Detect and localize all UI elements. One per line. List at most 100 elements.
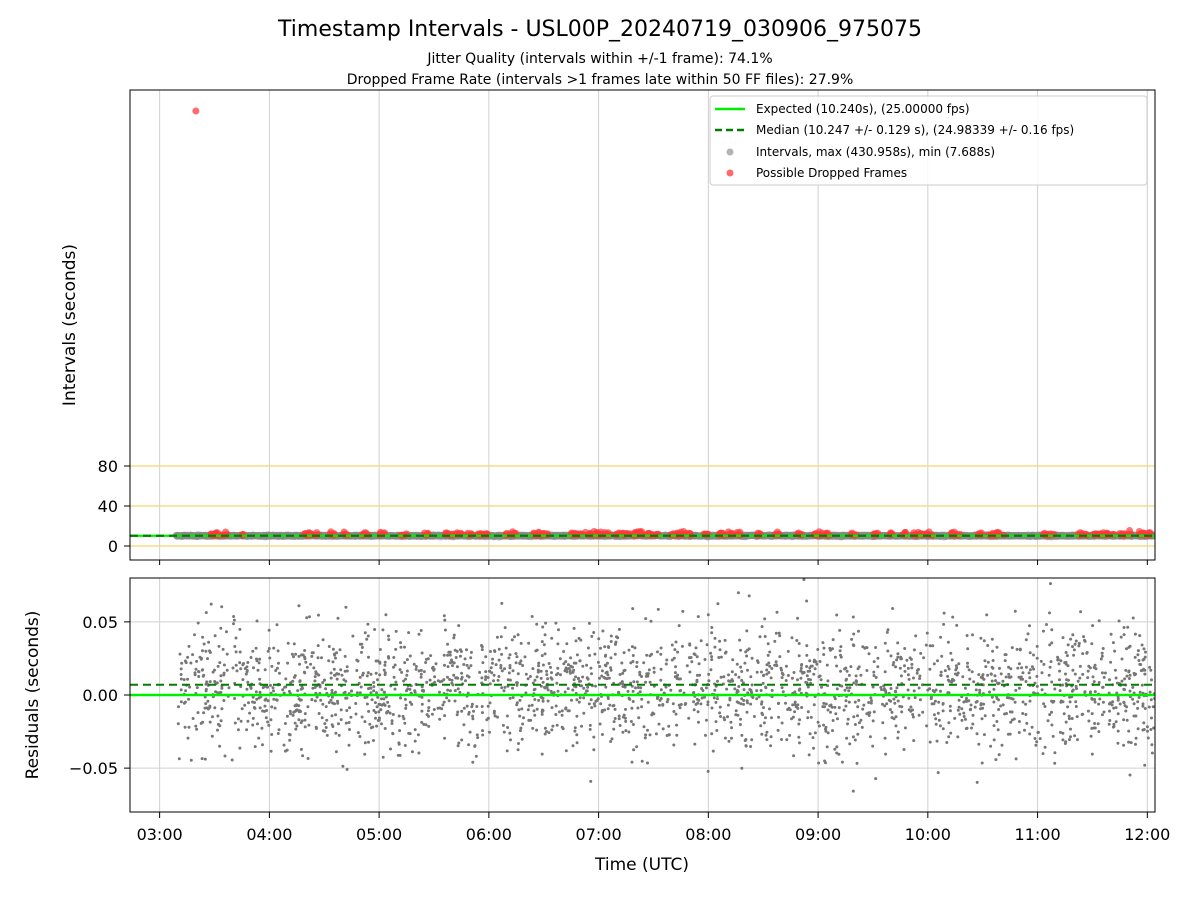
residual-point xyxy=(472,709,475,713)
residual-point xyxy=(382,697,386,701)
residual-point xyxy=(621,715,625,719)
residual-point xyxy=(1131,616,1135,620)
residual-point xyxy=(1136,727,1140,731)
residual-point xyxy=(502,689,506,693)
residual-point xyxy=(885,702,889,706)
residual-point xyxy=(948,709,952,713)
residual-point xyxy=(340,673,344,677)
residual-point xyxy=(672,710,676,713)
residual-point xyxy=(986,660,990,664)
residual-point xyxy=(585,663,589,667)
residual-point xyxy=(912,739,916,743)
residual-point xyxy=(321,702,325,706)
residual-point xyxy=(263,668,267,672)
residual-point xyxy=(337,733,341,737)
residual-point xyxy=(760,732,764,736)
residual-point xyxy=(481,733,485,737)
residual-point xyxy=(840,760,844,764)
residual-point xyxy=(1014,757,1018,761)
residual-point xyxy=(213,680,217,683)
residual-point xyxy=(857,721,861,725)
residual-point xyxy=(556,666,560,670)
residual-point xyxy=(1100,671,1104,675)
residual-point xyxy=(756,659,759,663)
residual-point xyxy=(305,665,309,669)
residual-point xyxy=(419,629,423,632)
residual-point xyxy=(571,744,575,748)
residual-point xyxy=(387,638,391,642)
residual-point xyxy=(551,724,555,728)
residual-point xyxy=(505,749,509,753)
residual-point xyxy=(303,712,307,716)
residual-point xyxy=(982,639,986,643)
residual-point xyxy=(207,640,211,644)
residual-point xyxy=(266,649,270,653)
residual-point xyxy=(1091,675,1095,679)
residual-point xyxy=(796,678,799,682)
residual-point xyxy=(745,699,749,703)
residual-point xyxy=(1028,651,1032,655)
residual-point xyxy=(589,698,593,702)
residual-point xyxy=(453,689,457,693)
residual-point xyxy=(911,715,915,719)
residual-point xyxy=(187,697,191,701)
residual-point xyxy=(717,656,721,659)
residual-point xyxy=(422,670,426,674)
residual-point xyxy=(205,680,209,684)
residual-point xyxy=(465,648,468,652)
residual-point xyxy=(481,729,484,733)
residual-point xyxy=(975,780,979,784)
residual-point xyxy=(373,628,377,631)
residual-point xyxy=(1078,664,1082,668)
residual-point xyxy=(638,670,642,674)
residual-point xyxy=(716,679,719,683)
residual-point xyxy=(635,680,639,684)
residual-point xyxy=(731,658,735,662)
residual-point xyxy=(745,654,749,658)
residual-point xyxy=(839,669,843,673)
residual-point xyxy=(766,653,770,657)
residual-point xyxy=(520,707,524,711)
residual-point xyxy=(189,661,193,665)
residual-point xyxy=(857,698,861,702)
residual-point xyxy=(734,713,738,717)
legend-dropped-marker xyxy=(726,169,734,177)
residual-point xyxy=(376,695,380,699)
residual-point xyxy=(1081,712,1085,716)
residual-point xyxy=(457,741,461,745)
residual-point xyxy=(603,708,607,712)
residual-point xyxy=(750,656,754,660)
residual-point xyxy=(1086,709,1090,713)
residual-point xyxy=(202,711,206,715)
residual-point xyxy=(642,725,646,729)
residual-point xyxy=(826,731,830,735)
residual-point xyxy=(778,655,782,659)
residual-point xyxy=(201,635,205,639)
residual-point xyxy=(413,689,417,693)
residual-point xyxy=(612,727,616,731)
residual-point xyxy=(1116,741,1120,745)
residual-point xyxy=(1147,705,1151,709)
residual-point xyxy=(912,648,916,652)
residual-point xyxy=(617,627,621,631)
chart-subtitle-dropped: Dropped Frame Rate (intervals >1 frames … xyxy=(347,72,854,88)
residual-point xyxy=(871,744,875,748)
residual-point xyxy=(919,651,923,655)
residual-point xyxy=(951,615,955,619)
residual-point xyxy=(1063,661,1067,665)
residual-point xyxy=(1048,611,1051,615)
residual-point xyxy=(559,673,562,677)
residual-point xyxy=(999,672,1003,676)
residual-point xyxy=(740,766,744,770)
residual-point xyxy=(514,652,518,656)
residual-point xyxy=(560,713,564,717)
residual-point xyxy=(914,634,918,638)
residual-point xyxy=(844,666,848,670)
residual-point xyxy=(578,696,582,700)
residual-point xyxy=(600,674,604,678)
residual-point xyxy=(975,732,979,736)
residual-point xyxy=(661,703,665,707)
residual-point xyxy=(308,615,311,619)
residual-point xyxy=(1066,664,1070,668)
residual-point xyxy=(324,726,328,729)
